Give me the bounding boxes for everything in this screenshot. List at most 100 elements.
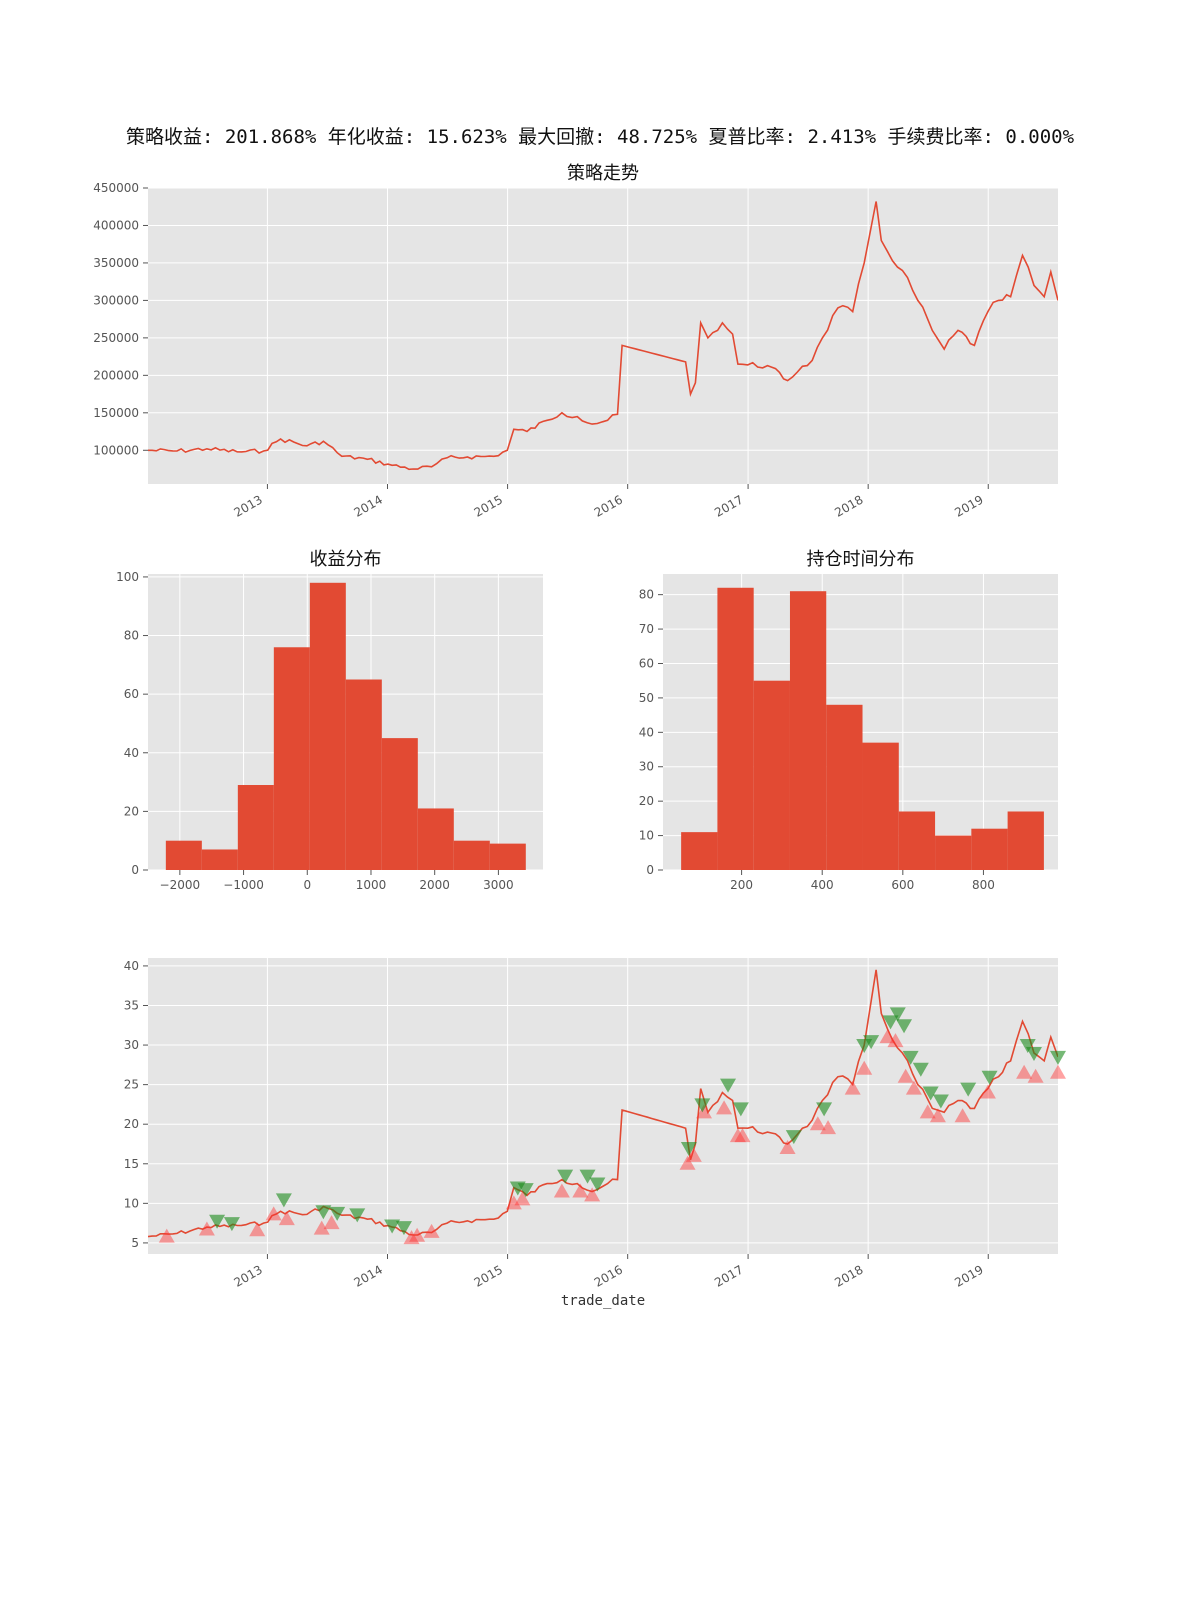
buy-marker (734, 1128, 751, 1143)
sell-marker (912, 1062, 929, 1077)
trades-y-tick-label: 35 (124, 998, 139, 1012)
buy-marker (685, 1147, 702, 1162)
hold_hist-bar (1007, 811, 1044, 870)
buy-marker (572, 1183, 589, 1198)
profit_hist-x-tick-label: 2000 (419, 878, 450, 892)
equity-x-tick-label: 2015 (472, 492, 505, 519)
profit_hist-bar (453, 840, 490, 870)
equity-x-tick-label: 2017 (712, 492, 745, 519)
sell-marker (785, 1130, 802, 1145)
hold_hist-bar (753, 680, 790, 870)
hold_hist-y-tick-label: 30 (639, 760, 654, 774)
buy-marker (409, 1227, 426, 1242)
buy-marker (919, 1104, 936, 1119)
equity-y-tick-label: 400000 (93, 218, 139, 232)
trades-x-tick-label: 2018 (832, 1262, 865, 1289)
trades-x-tick-label: 2016 (592, 1262, 625, 1289)
buy-marker (820, 1120, 837, 1135)
hold_hist-bar (681, 832, 718, 870)
hold_hist-y-tick-label: 0 (646, 863, 654, 877)
buy-marker (423, 1223, 440, 1238)
sell-marker (395, 1221, 412, 1236)
hold_hist-y-tick-label: 50 (639, 691, 654, 705)
sell-marker (209, 1214, 226, 1229)
profit_hist-y-tick-label: 100 (116, 570, 139, 584)
equity-y-tick-label: 450000 (93, 181, 139, 195)
buy-marker (905, 1080, 922, 1095)
trades-y-tick-label: 10 (124, 1196, 139, 1210)
buy-marker (265, 1206, 282, 1221)
buy-marker (514, 1191, 531, 1206)
profit_hist-bar (309, 582, 346, 870)
trades-xlabel: trade_date (561, 1293, 645, 1309)
trades-y-tick-label: 30 (124, 1038, 139, 1052)
hold_hist-y-tick-label: 70 (639, 622, 654, 636)
equity-y-tick-label: 200000 (93, 368, 139, 382)
sell-marker (981, 1070, 998, 1085)
hold_hist-y-tick-label: 80 (639, 588, 654, 602)
sell-marker (275, 1193, 292, 1208)
profit_hist-bar (273, 647, 310, 870)
buy-marker (887, 1033, 904, 1048)
buy-marker (313, 1220, 330, 1235)
hold_hist-bar (826, 704, 863, 870)
equity-x-tick-label: 2018 (832, 492, 865, 519)
buy-marker (1027, 1068, 1044, 1083)
sell-marker (680, 1141, 697, 1156)
sell-marker (732, 1102, 749, 1117)
buy-marker (779, 1139, 796, 1154)
profit_hist-x-tick-label: 3000 (483, 878, 514, 892)
buy-marker (249, 1222, 266, 1237)
profit_hist-x-tick-label: 1000 (356, 878, 387, 892)
trades-x-tick-label: 2015 (472, 1262, 505, 1289)
sell-marker (589, 1177, 606, 1192)
profit_hist-y-tick-label: 60 (124, 687, 139, 701)
sell-marker (579, 1169, 596, 1184)
sell-marker (1025, 1046, 1042, 1061)
hold_hist-y-tick-label: 10 (639, 829, 654, 843)
trades-x-tick-label: 2014 (352, 1262, 385, 1289)
trades-y-tick-label: 25 (124, 1078, 139, 1092)
buy-marker (696, 1104, 713, 1119)
hold_hist-bar (898, 811, 936, 870)
sell-marker (932, 1094, 949, 1109)
hold_hist-x-tick-label: 600 (891, 878, 914, 892)
equity-x-tick-label: 2013 (231, 492, 264, 519)
sell-marker (960, 1082, 977, 1097)
profit_hist-bar (345, 679, 382, 870)
buy-marker (929, 1108, 946, 1123)
sell-marker (384, 1219, 401, 1234)
trades-panel: 5 10 15 20 25 30 35 40 2013 2014 2015 2016 2017 2018 2… (124, 958, 1066, 1309)
equity-y-tick-label: 350000 (93, 256, 139, 270)
buy-marker (505, 1195, 522, 1210)
sell-marker (896, 1019, 913, 1034)
sell-marker (889, 1007, 906, 1022)
sell-marker (720, 1078, 737, 1093)
hold_hist-y-tick-label: 60 (639, 656, 654, 670)
equity-y-tick-label: 100000 (93, 443, 139, 457)
profit_hist-bar (489, 843, 526, 870)
figure-suptitle: 策略收益: 201.868% 年化收益: 15.623% 最大回撤: 48.72… (125, 126, 1075, 148)
equity-title: 策略走势 (567, 163, 639, 184)
profit_hist-panel: 0 20 40 60 80 100 −2000 −1000 0 1000 2000 3000 收益分布 (116, 549, 543, 892)
buy-marker (278, 1211, 295, 1226)
equity-x-tick-label: 2014 (352, 492, 385, 519)
buy-marker (897, 1068, 914, 1083)
sell-marker (315, 1205, 332, 1220)
sell-marker (816, 1102, 833, 1117)
hold_hist-panel: 0 10 20 30 40 50 60 70 80 200 400 600 800 持仓时间分布 (639, 549, 1058, 892)
trades-y-tick-label: 40 (124, 959, 139, 973)
buy-marker (844, 1080, 861, 1095)
sell-marker (1050, 1050, 1066, 1065)
profit_hist-x-tick-label: 0 (303, 878, 311, 892)
sell-marker (863, 1035, 880, 1050)
buy-marker (856, 1060, 873, 1075)
trades-panel-background (148, 958, 1058, 1254)
buy-marker (716, 1100, 733, 1115)
buy-marker (1016, 1064, 1033, 1079)
equity-x-tick-label: 2016 (592, 492, 625, 519)
sell-marker (517, 1183, 534, 1198)
buy-marker (198, 1221, 215, 1236)
buy-marker (323, 1215, 340, 1230)
